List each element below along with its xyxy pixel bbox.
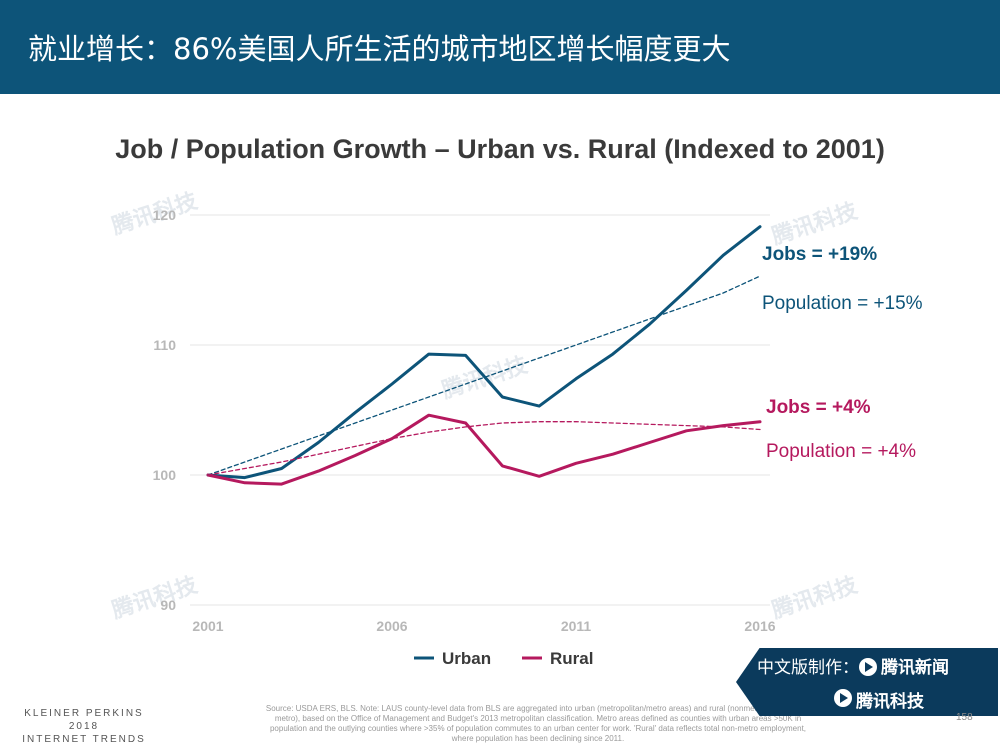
badge-credit-label: 中文版制作： [757, 658, 859, 678]
y-tick-label: 110 [153, 337, 176, 353]
series-line-urban-jobs [206, 225, 762, 480]
page-number: 158 [956, 712, 973, 723]
y-tick-label: 100 [153, 467, 177, 483]
brand-report: INTERNET TRENDS [22, 734, 146, 745]
badge-brand-news: 腾讯新闻 [881, 658, 949, 678]
play-logo-icon [834, 689, 852, 707]
play-logo-icon [859, 658, 877, 676]
source-note: Source: USDA ERS, BLS. Note: LAUS county… [265, 704, 811, 743]
annotation-urban-pop: Population = +15% [762, 293, 923, 314]
y-tick-label: 90 [160, 597, 176, 613]
legend-label: Urban [442, 649, 491, 668]
x-tick-label: 2016 [744, 618, 775, 634]
annotation-urban-jobs: Jobs = +19% [762, 244, 877, 265]
legend-label: Rural [550, 649, 593, 668]
header-bar: 就业增长：86%美国人所生活的城市地区增长幅度更大 [0, 0, 1000, 94]
x-tick-label: 2001 [192, 618, 223, 634]
badge-credit: 中文版制作： 腾讯新闻 [757, 653, 949, 678]
brand-year: 2018 [68, 721, 100, 732]
series-line-urban-population [207, 275, 761, 476]
badge-brand-tech: 腾讯科技 [856, 692, 924, 712]
series-line-rural-population [207, 421, 761, 476]
page-title: 就业增长：86%美国人所生活的城市地区增长幅度更大 [28, 32, 731, 66]
y-tick-label: 120 [153, 207, 177, 223]
brand-name: KLEINER PERKINS [24, 708, 144, 719]
chart-title: Job / Population Growth – Urban vs. Rura… [115, 134, 885, 164]
series-line-rural-jobs [206, 413, 762, 486]
x-tick-label: 2011 [561, 618, 592, 634]
brand-footer: KLEINER PERKINS 2018 INTERNET TRENDS [14, 707, 154, 746]
annotation-rural-pop: Population = +4% [766, 441, 916, 462]
annotation-rural-jobs: Jobs = +4% [766, 397, 871, 418]
x-tick-label: 2006 [376, 618, 407, 634]
